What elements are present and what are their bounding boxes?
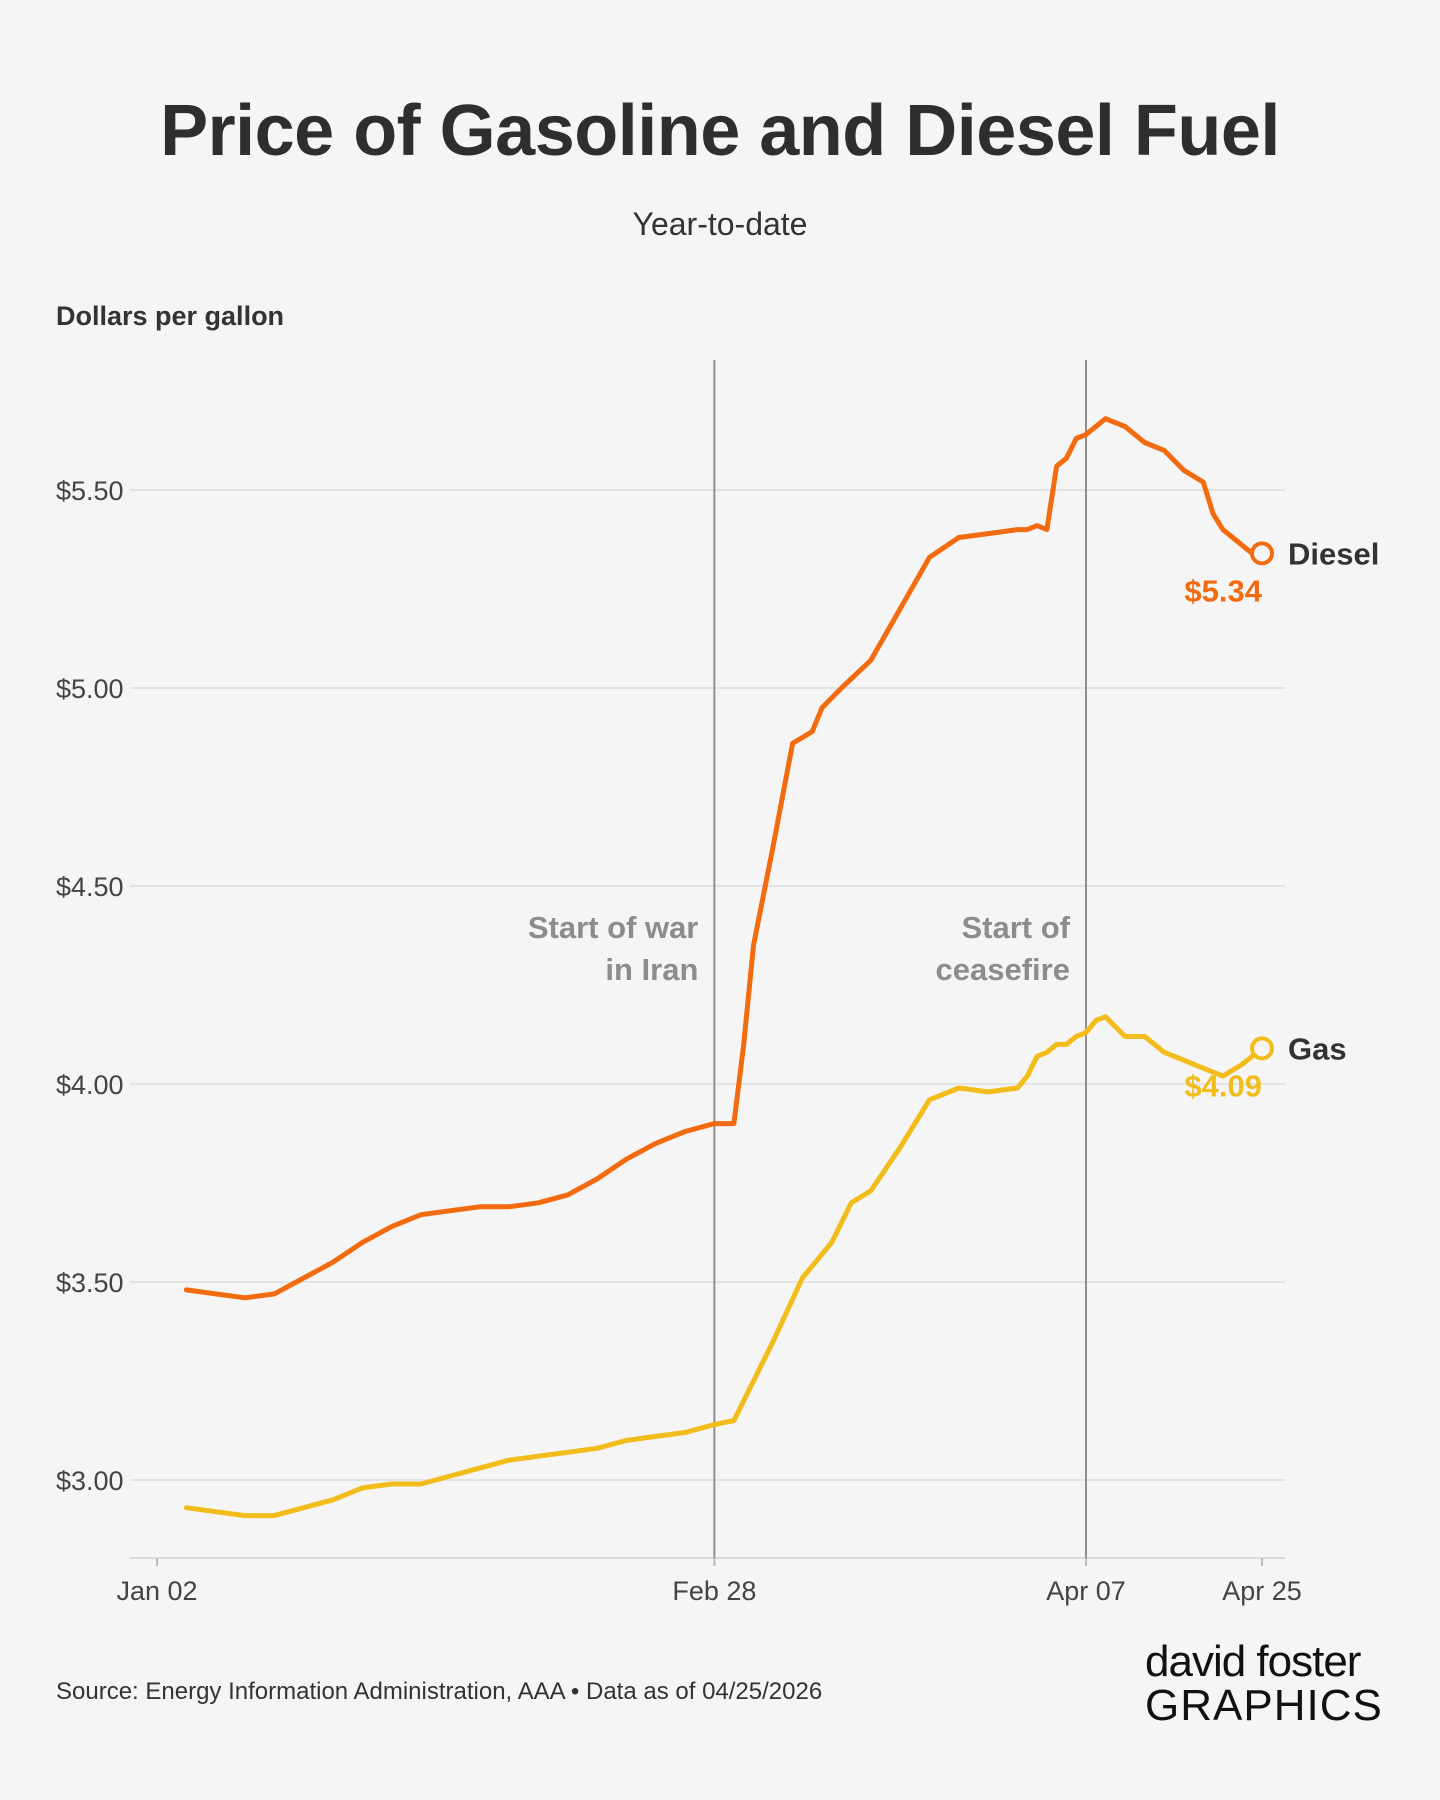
x-tick-label: Jan 02 xyxy=(116,1576,197,1606)
series-value-label: $5.34 xyxy=(1184,573,1262,608)
y-tick-label: $3.00 xyxy=(56,1466,124,1496)
logo-line2: GRAPHICS xyxy=(1145,1681,1383,1730)
annotation-label: in Iran xyxy=(605,952,698,987)
series-end-marker-diesel xyxy=(1250,541,1274,566)
annotation-label: ceasefire xyxy=(936,952,1070,987)
x-tick-label: Apr 07 xyxy=(1046,1576,1126,1606)
logo-line1: david foster xyxy=(1145,1637,1361,1686)
series-line-diesel xyxy=(183,416,1265,1301)
chart-title: Price of Gasoline and Diesel Fuel xyxy=(160,91,1280,171)
y-axis-label: Dollars per gallon xyxy=(56,301,284,331)
x-tick-label: Feb 28 xyxy=(672,1576,756,1606)
x-tick-label: Apr 25 xyxy=(1222,1576,1302,1606)
chart-subtitle: Year-to-date xyxy=(632,206,808,242)
series-line-gas xyxy=(183,1014,1265,1519)
y-tick-label: $3.50 xyxy=(56,1268,124,1298)
series-name-label: Gas xyxy=(1288,1031,1347,1066)
source-note: Source: Energy Information Administratio… xyxy=(56,1678,823,1705)
y-tick-label: $5.50 xyxy=(56,476,124,506)
series-name-label: Diesel xyxy=(1288,536,1379,571)
y-tick-label: $4.50 xyxy=(56,872,124,902)
series-value-label: $4.09 xyxy=(1184,1068,1262,1103)
series-end-marker-gas xyxy=(1250,1036,1274,1061)
brand-logo: david foster GRAPHICS xyxy=(1145,1640,1385,1728)
annotation-label: Start of war xyxy=(528,910,699,945)
y-tick-label: $5.00 xyxy=(56,674,124,704)
y-tick-label: $4.00 xyxy=(56,1070,124,1100)
annotation-label: Start of xyxy=(961,910,1070,945)
